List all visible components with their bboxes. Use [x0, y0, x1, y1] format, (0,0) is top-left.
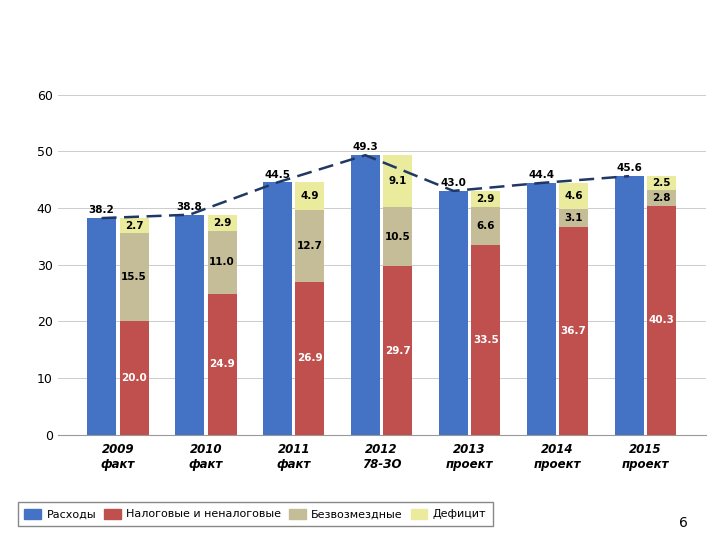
Bar — [559, 227, 588, 435]
Text: 🏛: 🏛 — [35, 28, 48, 48]
Text: 49.3: 49.3 — [353, 143, 378, 152]
Legend: Расходы, Налоговые и неналоговые, Безвозмездные, Дефицит: Расходы, Налоговые и неналоговые, Безвоз… — [18, 502, 493, 526]
Bar — [647, 190, 676, 206]
Text: 10.5: 10.5 — [385, 232, 410, 241]
Text: Тверская область: Тверская область — [13, 69, 70, 74]
Bar — [383, 155, 413, 207]
Text: 29.7: 29.7 — [385, 346, 410, 355]
Bar — [615, 176, 644, 435]
Text: Основные параметры областного бюджета Тверской области: Основные параметры областного бюджета Тв… — [122, 17, 698, 33]
Bar — [472, 207, 500, 245]
Text: 26.9: 26.9 — [297, 354, 323, 363]
Bar — [472, 245, 500, 435]
Text: 33.5: 33.5 — [473, 335, 499, 345]
Bar — [295, 282, 325, 435]
Bar — [295, 183, 325, 210]
Text: 38.8: 38.8 — [176, 202, 202, 212]
Text: 4.9: 4.9 — [301, 191, 319, 201]
Text: 20.0: 20.0 — [121, 373, 147, 383]
Text: 15.5: 15.5 — [121, 272, 147, 282]
Text: 6: 6 — [679, 516, 688, 530]
Bar — [295, 210, 325, 282]
Bar — [120, 218, 148, 233]
Bar — [175, 215, 204, 435]
Text: 2.9: 2.9 — [213, 218, 231, 228]
Text: 9.1: 9.1 — [389, 176, 407, 186]
Text: 4.6: 4.6 — [564, 191, 583, 201]
Text: 2.5: 2.5 — [652, 178, 671, 188]
Text: 2.7: 2.7 — [125, 221, 143, 231]
Bar — [383, 266, 413, 435]
Bar — [559, 209, 588, 227]
Text: 45.6: 45.6 — [616, 163, 642, 173]
Text: 24.9: 24.9 — [209, 359, 235, 369]
Bar — [647, 206, 676, 435]
Text: 38.2: 38.2 — [89, 205, 114, 215]
Bar — [207, 294, 237, 435]
Text: 36.7: 36.7 — [561, 326, 587, 336]
Bar — [263, 183, 292, 435]
Text: 3.1: 3.1 — [564, 213, 583, 223]
Bar — [526, 183, 556, 435]
Text: 12.7: 12.7 — [297, 241, 323, 251]
Text: в 2009 – 2015 годах,: в 2009 – 2015 годах, — [215, 55, 410, 70]
Bar — [472, 191, 500, 207]
Text: млрд. рублей: млрд. рублей — [414, 55, 542, 71]
Bar — [120, 233, 148, 321]
Text: 2.9: 2.9 — [477, 194, 495, 204]
Text: 44.5: 44.5 — [264, 170, 290, 179]
Text: 40.3: 40.3 — [649, 315, 675, 326]
Bar — [207, 215, 237, 231]
Bar — [207, 231, 237, 294]
Bar — [438, 191, 468, 435]
Text: 6.6: 6.6 — [477, 221, 495, 231]
Bar — [120, 321, 148, 435]
Bar — [647, 176, 676, 190]
Bar — [559, 183, 588, 209]
Text: 2.8: 2.8 — [652, 193, 671, 203]
Bar — [351, 155, 380, 435]
Text: 44.4: 44.4 — [528, 170, 554, 180]
Bar — [383, 207, 413, 266]
Text: 11.0: 11.0 — [209, 258, 235, 267]
Bar — [87, 218, 116, 435]
Text: 43.0: 43.0 — [441, 178, 466, 188]
